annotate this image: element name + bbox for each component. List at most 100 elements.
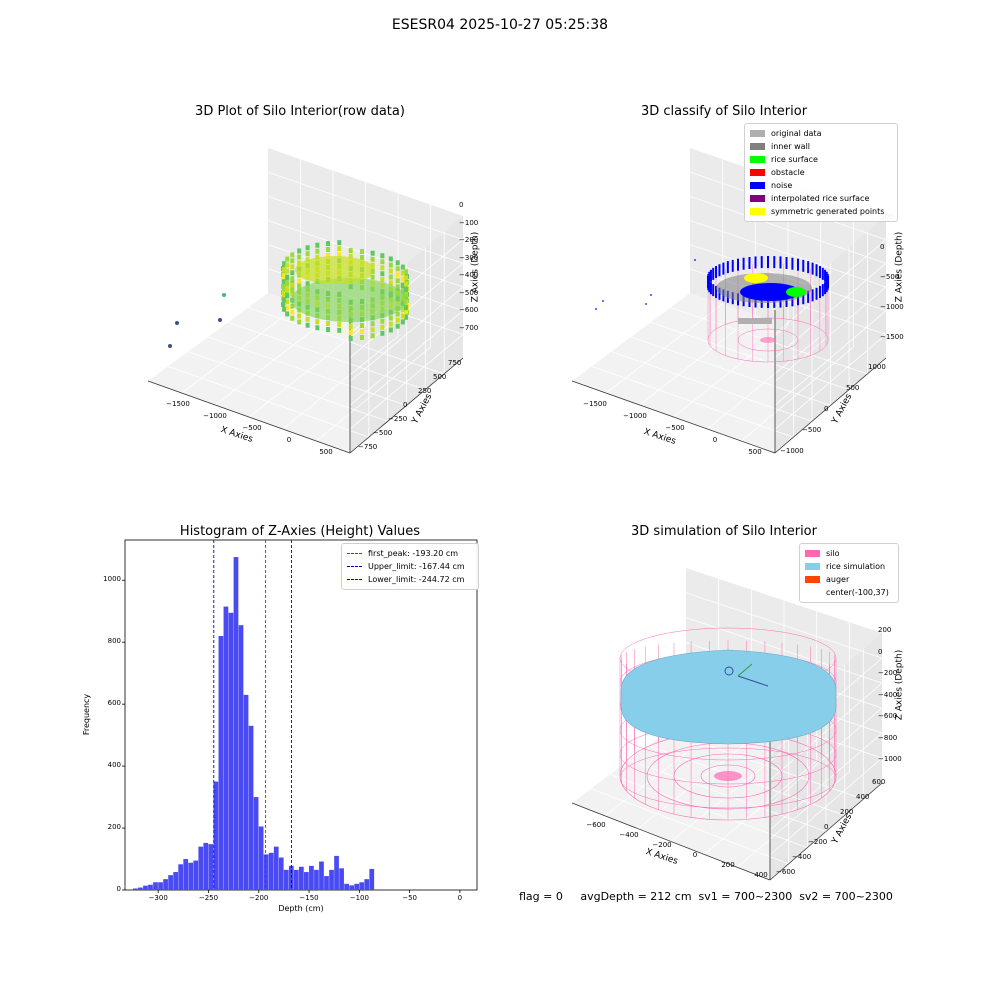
panel1-data-point	[359, 248, 364, 254]
panel2-noise-point	[797, 293, 799, 306]
panel1-data-point	[348, 323, 353, 329]
legend-item-inner-wall: inner wall	[750, 140, 892, 153]
histogram-bar	[138, 887, 143, 890]
panel1-data-point	[380, 259, 385, 265]
panel3-ylabel: Frequency	[82, 693, 92, 736]
panel1-z-tick-label: −600	[459, 306, 479, 314]
panel1-data-point	[282, 291, 287, 297]
panel1-data-point	[370, 333, 375, 339]
histogram-bar	[369, 868, 375, 890]
panel1-data-point	[285, 305, 290, 311]
panel1-data-point	[403, 308, 408, 314]
histogram-bar	[153, 882, 158, 890]
panel1-data-point	[400, 313, 405, 319]
panel4-silo-ring	[619, 747, 837, 809]
panel2-x-tick-label: 500	[748, 448, 762, 456]
panel1-data-point	[285, 280, 290, 286]
panel1-data-point	[337, 246, 342, 252]
histogram-bar	[193, 860, 199, 890]
panel1-data-point	[282, 261, 287, 267]
panel2-original-data	[738, 318, 772, 324]
panel1-y-tick-label: −500	[373, 429, 393, 437]
panel1-data-point	[370, 274, 375, 280]
panel1-data-point	[359, 254, 364, 260]
legend-item-upper-limit: Upper_limit: -167.44 cm	[347, 560, 473, 573]
center-marker	[724, 666, 734, 676]
panel1-y-tick-label: 250	[418, 387, 432, 395]
panel1-z-tick-label: −200	[459, 236, 479, 244]
panel1-data-point	[297, 260, 302, 266]
legend-item-center: center(-100,37)	[826, 588, 889, 597]
panel3-x-tick-label: −100	[349, 894, 369, 902]
panel1-data-point	[388, 274, 393, 280]
histogram-bar	[218, 636, 224, 890]
panel1-data-point	[395, 272, 400, 278]
panel2-noise-point	[802, 259, 805, 272]
panel1-data-point	[290, 291, 295, 297]
panel2-noise-point	[791, 294, 794, 307]
panel1-data-point	[297, 248, 302, 254]
histogram-bar	[364, 879, 370, 890]
panel2-noise-point	[694, 259, 696, 261]
panel2-noise-point	[742, 257, 745, 270]
panel1-data-point	[400, 288, 405, 294]
panel1-data-point	[388, 256, 393, 262]
panel4-x-tick-label: −400	[619, 831, 639, 839]
panel1-data-point	[290, 285, 295, 291]
panel1-data-surface	[291, 278, 407, 322]
panel1-data-point	[290, 303, 295, 309]
histogram-bar	[268, 852, 274, 890]
panel3-x-tick-label: −150	[299, 894, 319, 902]
panel1-y-tick-label: −750	[358, 443, 378, 451]
panel4-y-tick-label: 200	[840, 808, 854, 816]
panel1-data-point	[290, 282, 295, 288]
histogram-bar	[339, 868, 344, 890]
panel2-noise-point	[818, 286, 821, 298]
panel2-noise-point	[825, 280, 828, 293]
panel1-data-point	[326, 240, 331, 246]
panel2-noise-point	[645, 303, 647, 305]
histogram-bar	[233, 557, 239, 890]
panel1-data-point	[380, 324, 385, 330]
panel1-data-point	[337, 327, 342, 333]
panel1-data-point	[282, 273, 287, 279]
panel1-data-point	[290, 309, 295, 315]
panel2-noise-point	[715, 266, 718, 278]
panel1-y-tick-label: 500	[433, 373, 447, 381]
panel1-y-tick-label: 750	[448, 359, 462, 367]
panel1-z-tick-label: −400	[459, 271, 479, 279]
panel1-z-tick-label: −300	[459, 253, 479, 262]
histogram-bar	[228, 612, 234, 890]
panel1-data-point	[285, 311, 290, 317]
legend-item-symmetric-generated-points: symmetric generated points	[750, 205, 892, 218]
panel2-noise-point	[802, 292, 805, 305]
panel2-noise-point	[712, 284, 715, 297]
panel2-z-tick-label: −1000	[880, 303, 904, 311]
panel2-y-tick-label: −500	[802, 426, 822, 434]
panel2-x-tick-label: −1000	[623, 412, 647, 420]
panel1-data-point	[290, 252, 295, 258]
panel1-data-point	[395, 278, 400, 284]
panel1-data-point	[388, 321, 393, 327]
panel2-noise-point	[722, 262, 725, 275]
panel1-data-point	[380, 253, 385, 259]
panel2-noise-point	[797, 258, 799, 271]
panel1-data-point	[285, 292, 290, 298]
panel1-x-tick-label: −500	[242, 424, 262, 432]
panel1-data-point	[290, 315, 295, 321]
panel2-noise-point	[726, 261, 729, 274]
panel1-data-point	[395, 311, 400, 317]
panel1-z-tick-label: −700	[459, 323, 479, 332]
panel3-plot-area	[124, 539, 478, 891]
panel3-y-tick-label: 0	[116, 885, 121, 893]
panel1-data-point	[282, 279, 287, 285]
panel1-data-point	[326, 246, 331, 252]
panel1-data-point	[305, 322, 310, 328]
panel1-data-point	[370, 256, 375, 262]
histogram-bar	[198, 846, 204, 890]
panel4-z-tick-label: −1000	[878, 755, 902, 763]
panel1-data-point	[285, 262, 290, 268]
panel2-noise-point	[602, 300, 604, 302]
panel1-data-point	[359, 323, 364, 329]
histogram-bar	[253, 797, 259, 890]
